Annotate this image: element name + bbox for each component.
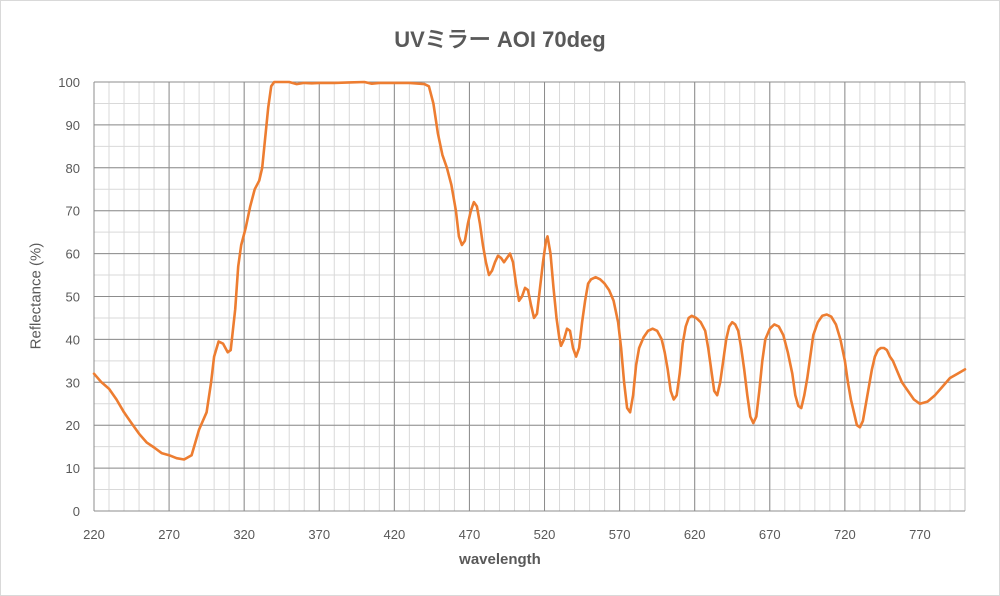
x-tick-label: 720 [834,527,856,542]
y-tick-label: 0 [73,504,80,519]
y-tick-label: 90 [66,118,80,133]
x-tick-label: 670 [759,527,781,542]
y-tick-label: 20 [66,418,80,433]
x-tick-label: 470 [459,527,481,542]
x-tick-label: 270 [158,527,180,542]
x-tick-label: 770 [909,527,931,542]
x-tick-label: 420 [383,527,405,542]
y-tick-label: 50 [66,290,80,305]
y-tick-label: 30 [66,375,80,390]
y-tick-label: 10 [66,461,80,476]
y-tick-label: 80 [66,161,80,176]
x-tick-label: 620 [684,527,706,542]
y-tick-label: 60 [66,247,80,262]
x-tick-label: 570 [609,527,631,542]
x-tick-label: 370 [308,527,330,542]
x-tick-label: 220 [83,527,105,542]
y-tick-label: 40 [66,332,80,347]
y-tick-label: 100 [58,75,80,90]
series-line [92,80,967,461]
x-tick-label: 320 [233,527,255,542]
y-tick-label: 70 [66,204,80,219]
x-tick-label: 520 [534,527,556,542]
chart-title: UVミラー AOI 70deg [394,27,606,52]
x-axis-label: wavelength [459,551,541,568]
